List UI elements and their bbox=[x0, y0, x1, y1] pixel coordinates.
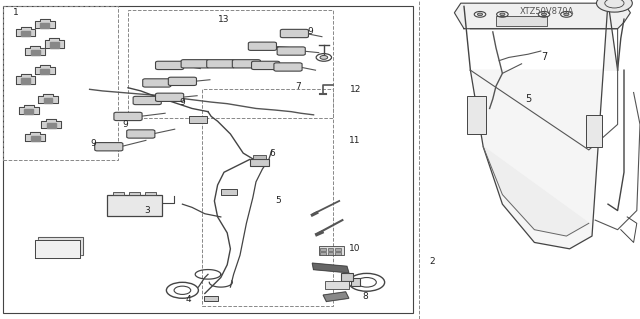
Circle shape bbox=[477, 13, 483, 16]
FancyBboxPatch shape bbox=[277, 47, 305, 55]
Polygon shape bbox=[16, 26, 35, 36]
Polygon shape bbox=[44, 98, 52, 103]
Bar bbox=[496, 16, 547, 26]
FancyBboxPatch shape bbox=[252, 61, 280, 70]
Circle shape bbox=[320, 56, 328, 59]
Bar bbox=[145, 191, 156, 195]
Polygon shape bbox=[21, 31, 30, 36]
Text: 9: 9 bbox=[180, 98, 185, 107]
Bar bbox=[202, 89, 333, 306]
Text: 7: 7 bbox=[295, 82, 300, 91]
Polygon shape bbox=[42, 119, 61, 129]
Polygon shape bbox=[35, 240, 80, 258]
Circle shape bbox=[541, 13, 547, 16]
Bar bbox=[341, 273, 353, 281]
Bar bbox=[320, 252, 326, 255]
Bar bbox=[351, 278, 360, 286]
Bar bbox=[320, 248, 326, 251]
Circle shape bbox=[596, 0, 632, 12]
FancyBboxPatch shape bbox=[95, 143, 123, 151]
Polygon shape bbox=[40, 69, 49, 74]
FancyBboxPatch shape bbox=[280, 29, 308, 38]
FancyBboxPatch shape bbox=[127, 130, 155, 138]
FancyBboxPatch shape bbox=[207, 60, 235, 68]
Bar bbox=[129, 191, 140, 195]
Bar bbox=[107, 195, 161, 216]
Bar bbox=[325, 281, 349, 289]
FancyBboxPatch shape bbox=[168, 77, 196, 85]
Bar bbox=[221, 189, 237, 195]
Polygon shape bbox=[26, 132, 45, 141]
Polygon shape bbox=[26, 46, 45, 55]
Bar bbox=[128, 10, 333, 118]
Polygon shape bbox=[38, 237, 83, 255]
Polygon shape bbox=[35, 65, 54, 74]
Text: 12: 12 bbox=[349, 85, 361, 94]
Text: 1: 1 bbox=[13, 8, 19, 17]
Polygon shape bbox=[35, 19, 54, 28]
Bar bbox=[319, 246, 344, 255]
Polygon shape bbox=[21, 78, 30, 84]
Text: 5: 5 bbox=[525, 94, 531, 104]
FancyBboxPatch shape bbox=[232, 60, 260, 68]
Text: XTZ50V870A: XTZ50V870A bbox=[520, 7, 574, 16]
FancyBboxPatch shape bbox=[133, 96, 161, 105]
Bar bbox=[335, 248, 341, 251]
Polygon shape bbox=[19, 105, 38, 114]
Polygon shape bbox=[323, 292, 349, 301]
Bar bbox=[189, 116, 207, 123]
Polygon shape bbox=[38, 93, 58, 103]
Bar bbox=[328, 252, 333, 255]
Text: 9: 9 bbox=[308, 27, 313, 36]
Bar bbox=[204, 296, 218, 301]
Circle shape bbox=[564, 13, 569, 16]
Text: 7: 7 bbox=[541, 52, 547, 63]
Bar bbox=[586, 115, 602, 147]
FancyBboxPatch shape bbox=[114, 112, 142, 121]
FancyBboxPatch shape bbox=[248, 42, 276, 50]
Bar bbox=[3, 6, 413, 313]
Text: 6: 6 bbox=[269, 149, 275, 158]
Polygon shape bbox=[40, 23, 49, 28]
Polygon shape bbox=[31, 136, 40, 141]
Text: 10: 10 bbox=[349, 244, 361, 253]
Text: 3: 3 bbox=[145, 206, 150, 215]
Polygon shape bbox=[47, 123, 56, 129]
FancyBboxPatch shape bbox=[181, 60, 209, 68]
FancyBboxPatch shape bbox=[274, 63, 302, 71]
Bar bbox=[335, 252, 341, 255]
Text: 4: 4 bbox=[186, 295, 191, 304]
Text: 5: 5 bbox=[276, 197, 281, 205]
Bar bbox=[328, 248, 333, 251]
Text: 8: 8 bbox=[362, 292, 367, 301]
Bar bbox=[113, 191, 124, 195]
Text: 9: 9 bbox=[90, 139, 95, 148]
Text: 13: 13 bbox=[218, 15, 230, 24]
FancyBboxPatch shape bbox=[143, 79, 171, 87]
Polygon shape bbox=[16, 74, 35, 84]
Circle shape bbox=[500, 13, 505, 16]
Bar bbox=[250, 159, 269, 166]
Polygon shape bbox=[24, 109, 33, 114]
Text: 2: 2 bbox=[429, 257, 435, 266]
Bar bbox=[253, 155, 266, 159]
Polygon shape bbox=[312, 263, 349, 273]
Polygon shape bbox=[483, 147, 589, 236]
Polygon shape bbox=[31, 50, 40, 55]
Bar bbox=[467, 96, 486, 134]
Polygon shape bbox=[470, 2, 618, 249]
Bar bbox=[3, 6, 118, 160]
Text: 11: 11 bbox=[349, 136, 361, 145]
Text: 9: 9 bbox=[122, 120, 127, 129]
Polygon shape bbox=[454, 3, 630, 29]
FancyBboxPatch shape bbox=[156, 93, 184, 101]
FancyBboxPatch shape bbox=[156, 61, 184, 70]
Polygon shape bbox=[45, 38, 64, 48]
Polygon shape bbox=[50, 42, 59, 48]
